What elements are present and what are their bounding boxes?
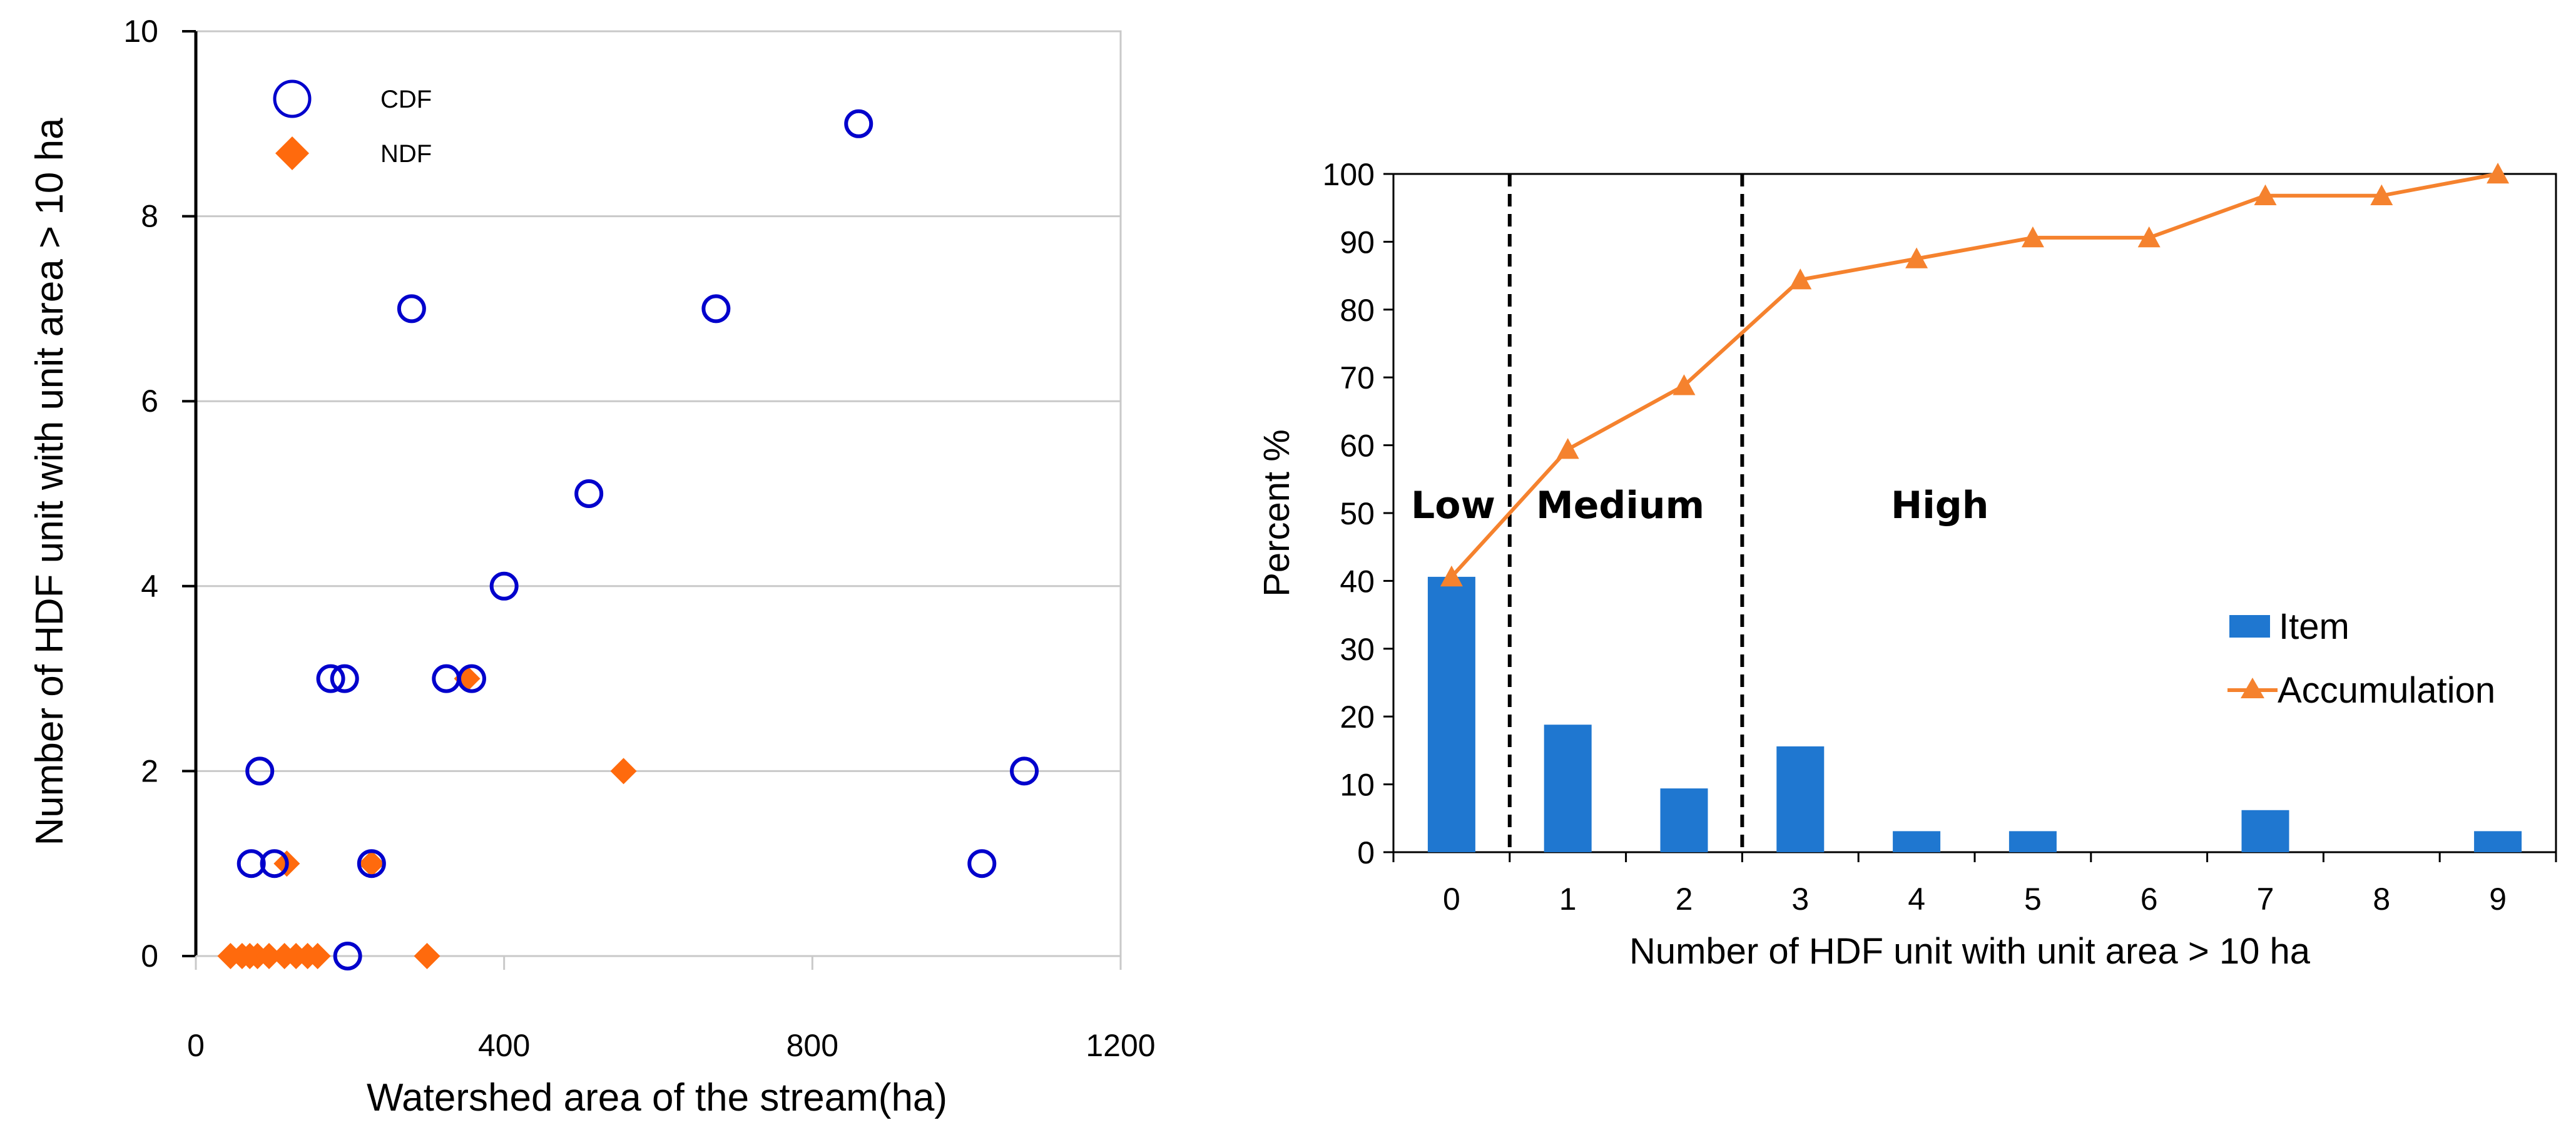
accumulation-point: [2137, 226, 2161, 248]
bar-chart-ticks: 0 10 20 30 40 50 60 70 80 90 100 0 1 2 3 4 5 6 7 8 9: [1323, 157, 2557, 917]
item-bar: [1544, 725, 1592, 852]
scatter-y-tick-label: 6: [141, 384, 158, 419]
scatter-ticks: 0 2 4 6 8 10 0 400 800 1200: [123, 14, 1155, 1063]
bar-y-tick-label: 60: [1340, 429, 1375, 464]
accumulation-point: [1905, 247, 1928, 268]
cdf-point: [457, 664, 486, 693]
bar-x-tick-label: 2: [1676, 882, 1693, 917]
accumulation-point: [2254, 184, 2277, 205]
accumulation-point: [1789, 268, 1812, 290]
scatter-y-tick-label: 8: [141, 199, 158, 234]
bar-y-tick-label: 100: [1323, 157, 1375, 192]
ndf-point: [256, 943, 283, 969]
bar-x-tick-label: 9: [2489, 882, 2507, 917]
scatter-plot-frame: [195, 30, 1122, 957]
bar-x-tick-label: 3: [1791, 882, 1809, 917]
scatter-gridlines: [196, 215, 1121, 772]
accumulation-polyline: [1450, 172, 2498, 578]
item-bar: [1893, 831, 1941, 852]
bar-x-tick-label: 6: [2141, 882, 2158, 917]
legend-marker-item: [2229, 615, 2270, 638]
scatter-points: [217, 109, 1039, 970]
legend-marker-cdf: [273, 79, 312, 118]
bar-y-tick-label: 40: [1340, 564, 1375, 599]
cdf-point: [237, 849, 266, 878]
item-bar: [1660, 788, 1708, 852]
item-bar: [2008, 831, 2057, 852]
ndf-point: [610, 758, 637, 785]
legend-label-accumulation: Accumulation: [2278, 670, 2495, 711]
bar-x-axis-label: Number of HDF unit with unit area > 10 h…: [1629, 931, 2311, 972]
cdf-point: [701, 294, 731, 323]
accumulation-point: [2021, 226, 2044, 248]
cdf-point: [489, 571, 519, 601]
legend-label-cdf: CDF: [380, 86, 432, 113]
scatter-x-tick-label: 1200: [1086, 1028, 1155, 1063]
item-bar: [1427, 576, 1475, 852]
item-bar: [2474, 831, 2522, 852]
accumulation-point: [1440, 565, 1463, 587]
cdf-point: [330, 664, 359, 693]
legend-marker-ndf: [275, 136, 309, 170]
accumulation-point: [2487, 163, 2510, 184]
cdf-point: [316, 664, 345, 693]
bar-x-tick-label: 7: [2257, 882, 2274, 917]
cdf-point: [245, 756, 275, 786]
bar-y-tick-label: 80: [1340, 293, 1375, 328]
accumulation-point: [1672, 374, 1696, 395]
bar-chart-legend: Item Accumulation: [2227, 606, 2495, 711]
region-label-high: High: [1891, 484, 1988, 527]
scatter-y-tick-label: 4: [141, 569, 158, 604]
cdf-point: [357, 849, 386, 878]
legend-label-ndf: NDF: [380, 140, 432, 168]
bar-x-tick-label: 5: [2024, 882, 2042, 917]
bar-y-tick-label: 70: [1340, 360, 1375, 395]
scatter-x-tick-label: 800: [787, 1028, 838, 1063]
cdf-point: [260, 849, 289, 878]
ndf-point: [414, 943, 440, 969]
cdf-point: [574, 479, 604, 508]
cdf-point: [967, 849, 997, 878]
region-label-medium: Medium: [1536, 484, 1704, 527]
item-bars: [1427, 576, 2522, 852]
bar-y-tick-label: 20: [1340, 700, 1375, 735]
cdf-point: [333, 942, 362, 970]
bar-x-tick-label: 4: [1908, 882, 1925, 917]
bar-y-axis-label: Percent %: [1256, 429, 1297, 597]
legend-marker-accumulation: [2241, 678, 2264, 698]
scatter-chart: 0 2 4 6 8 10 0 400 800 1200 CDF NDF Watershed are…: [28, 14, 1156, 1119]
region-label-low: Low: [1411, 484, 1495, 527]
bar-x-tick-label: 8: [2373, 882, 2390, 917]
accumulation-line: [1440, 163, 2510, 587]
scatter-y-tick-label: 2: [141, 753, 158, 788]
cdf-point: [397, 294, 426, 323]
item-bar: [1776, 746, 1825, 852]
bar-y-tick-label: 50: [1340, 496, 1375, 531]
scatter-y-tick-label: 10: [123, 14, 158, 49]
accumulation-point: [2370, 184, 2393, 205]
scatter-y-tick-label: 0: [141, 939, 158, 974]
ndf-point: [358, 850, 385, 877]
bar-x-tick-label: 1: [1559, 882, 1577, 917]
legend-label-item: Item: [2279, 606, 2349, 647]
bar-line-chart: 0 10 20 30 40 50 60 70 80 90 100 0 1 2 3 4 5 6 7 8 9 Low Med…: [1256, 157, 2557, 972]
scatter-x-axis-label: Watershed area of the stream(ha): [367, 1076, 947, 1119]
scatter-x-tick-label: 0: [187, 1028, 205, 1063]
bar-y-tick-label: 30: [1340, 632, 1375, 667]
region-dividers: [1507, 174, 1744, 852]
bar-y-tick-label: 10: [1340, 768, 1375, 803]
bar-y-tick-label: 90: [1340, 225, 1375, 260]
scatter-legend: CDF NDF: [273, 79, 432, 170]
bar-y-tick-label: 0: [1357, 835, 1375, 870]
accumulation-point: [1556, 438, 1579, 459]
cdf-point: [1010, 756, 1039, 786]
scatter-y-axis-label: Number of HDF unit with unit area > 10 h…: [28, 118, 71, 846]
item-bar: [2241, 810, 2289, 852]
ndf-point: [304, 943, 331, 969]
bar-x-tick-label: 0: [1443, 882, 1460, 917]
cdf-point: [844, 109, 873, 138]
scatter-x-tick-label: 400: [478, 1028, 530, 1063]
